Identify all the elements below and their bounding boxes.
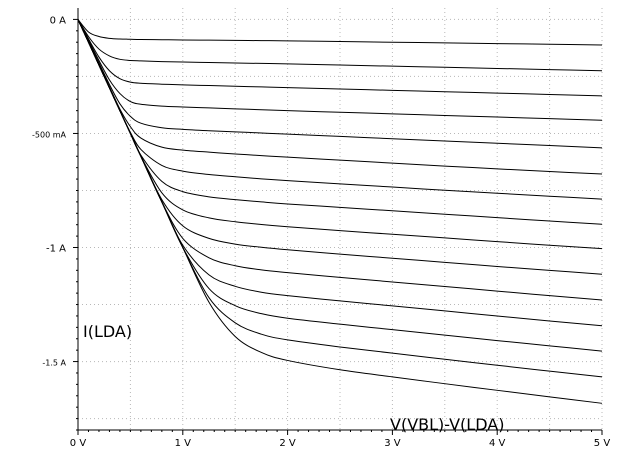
y-tick-label: -1.5 A: [42, 359, 66, 368]
current-curve: [77, 19, 603, 404]
current-curve: [77, 19, 603, 275]
current-curve: [77, 19, 603, 250]
tick-labels: 0 V 1 V 2 V 3 V 4 V 5 V 0 A -500 mA -1 A -1.5 A: [32, 15, 610, 449]
x-tick-label: 5 V: [594, 438, 611, 449]
x-tick-label: 0 V: [70, 438, 87, 449]
x-tick-label: 4 V: [489, 438, 506, 449]
current-curve: [77, 19, 603, 97]
x-tick-label: 3 V: [384, 438, 401, 449]
y-tick-label: -1 A: [46, 244, 66, 255]
axes: [73, 8, 603, 435]
current-curve: [77, 19, 603, 149]
curves: [77, 19, 603, 404]
x-tick-label: 2 V: [279, 438, 296, 449]
y-tick-label: -500 mA: [32, 130, 66, 139]
x-axis-label: V(VBL)-V(LDA): [390, 415, 504, 434]
current-curve: [77, 19, 603, 121]
y-tick-label: 0 A: [50, 15, 67, 26]
current-curve: [77, 19, 603, 378]
x-tick-label: 1 V: [175, 438, 192, 449]
current-curve: [77, 19, 603, 46]
grid-lines: [78, 8, 603, 430]
current-curve: [77, 19, 603, 225]
y-axis-label: I(LDA): [83, 322, 132, 341]
current-curve: [77, 19, 603, 72]
